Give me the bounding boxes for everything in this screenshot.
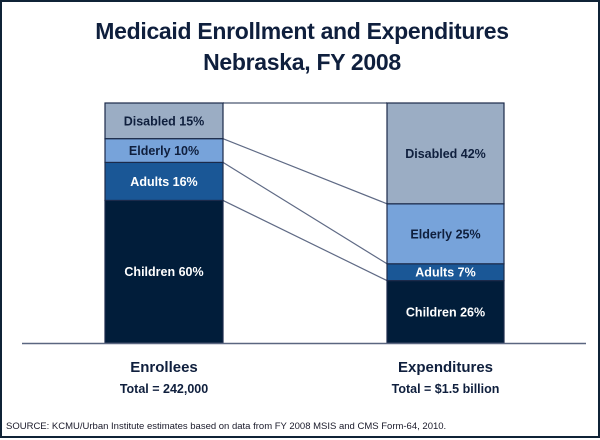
category-total-enrollees: Total = 242,000 xyxy=(120,382,208,396)
bar-segment-expenditures-disabled xyxy=(386,102,505,205)
chart-title-line-2: Nebraska, FY 2008 xyxy=(203,49,401,75)
data-label-expenditures-adults: Adults 7% xyxy=(415,266,475,280)
bar-segment-enrollees-adults xyxy=(104,161,224,202)
data-label-enrollees-children: Children 60% xyxy=(124,265,203,279)
chart-title-line-1: Medicaid Enrollment and Expenditures xyxy=(95,18,509,44)
bar-segment-enrollees-children xyxy=(104,199,224,344)
connector-line-children xyxy=(222,199,388,282)
category-label-expenditures: Expenditures xyxy=(398,359,493,376)
category-labels: Enrollees Total = 242,000 Expenditures Tota… xyxy=(120,359,500,396)
data-label-expenditures-children: Children 26% xyxy=(406,305,485,319)
category-label-enrollees: Enrollees xyxy=(130,359,198,376)
bar-segment-enrollees-disabled xyxy=(104,102,224,140)
chart-title: Medicaid Enrollment and Expenditures Neb… xyxy=(2,16,600,78)
connector-line-elderly xyxy=(222,138,388,205)
data-label-enrollees-adults: Adults 16% xyxy=(130,175,197,189)
data-label-expenditures-elderly: Elderly 25% xyxy=(410,227,480,241)
category-total-expenditures: Total = $1.5 billion xyxy=(392,382,500,396)
source-note: SOURCE: KCMU/Urban Institute estimates b… xyxy=(6,421,447,432)
bars: Children 60% Adults 16% Elderly 10% Disable… xyxy=(104,102,505,344)
connector-line-adults xyxy=(222,161,388,265)
bar-segment-expenditures-elderly xyxy=(386,203,505,265)
data-label-expenditures-disabled: Disabled 42% xyxy=(405,147,486,161)
data-label-enrollees-disabled: Disabled 15% xyxy=(124,114,205,128)
data-label-enrollees-elderly: Elderly 10% xyxy=(129,144,199,158)
connector-lines xyxy=(222,102,388,282)
